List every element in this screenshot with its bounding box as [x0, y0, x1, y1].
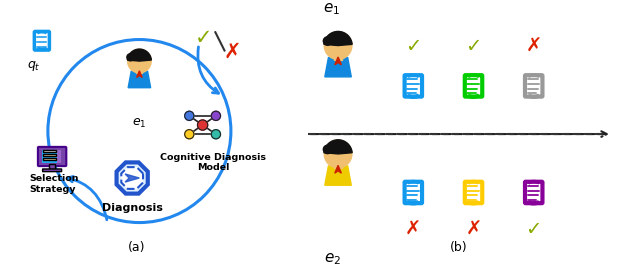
- FancyBboxPatch shape: [335, 54, 342, 60]
- Circle shape: [324, 32, 352, 60]
- FancyBboxPatch shape: [404, 182, 422, 203]
- FancyBboxPatch shape: [44, 150, 56, 152]
- Polygon shape: [335, 165, 341, 173]
- Circle shape: [185, 130, 194, 139]
- Circle shape: [323, 37, 332, 45]
- Circle shape: [127, 49, 151, 73]
- Circle shape: [198, 120, 208, 130]
- Polygon shape: [325, 166, 351, 185]
- FancyBboxPatch shape: [35, 32, 49, 50]
- Text: ✗: ✗: [405, 220, 422, 239]
- Text: $e_2$: $e_2$: [323, 251, 340, 266]
- Text: Diagnosis: Diagnosis: [102, 203, 163, 213]
- Text: $q_t$: $q_t$: [28, 59, 41, 73]
- Circle shape: [324, 140, 352, 168]
- Text: (a): (a): [127, 241, 145, 254]
- FancyBboxPatch shape: [525, 182, 543, 203]
- Polygon shape: [116, 162, 148, 194]
- FancyBboxPatch shape: [136, 68, 143, 73]
- Polygon shape: [122, 167, 143, 189]
- FancyBboxPatch shape: [404, 75, 422, 97]
- Text: ✓: ✓: [195, 28, 212, 48]
- FancyBboxPatch shape: [49, 164, 55, 170]
- Polygon shape: [335, 57, 341, 65]
- Text: $e_1$: $e_1$: [132, 117, 147, 130]
- Circle shape: [127, 54, 134, 61]
- Polygon shape: [136, 71, 142, 77]
- Circle shape: [323, 145, 332, 154]
- Text: Cognitive Diagnosis
Model: Cognitive Diagnosis Model: [160, 153, 266, 172]
- Circle shape: [211, 130, 221, 139]
- FancyBboxPatch shape: [42, 150, 57, 163]
- Text: ✗: ✗: [224, 41, 241, 61]
- Circle shape: [211, 111, 221, 120]
- Text: ✗: ✗: [465, 220, 482, 239]
- Polygon shape: [125, 174, 140, 182]
- FancyBboxPatch shape: [335, 162, 342, 168]
- FancyBboxPatch shape: [38, 147, 67, 166]
- Text: (b): (b): [450, 241, 467, 254]
- FancyBboxPatch shape: [43, 169, 61, 172]
- Circle shape: [185, 111, 194, 120]
- Polygon shape: [325, 58, 351, 77]
- Text: ✓: ✓: [405, 37, 422, 56]
- Text: ✓: ✓: [465, 37, 482, 56]
- FancyBboxPatch shape: [465, 75, 483, 97]
- FancyBboxPatch shape: [44, 154, 56, 156]
- Wedge shape: [324, 140, 352, 154]
- Wedge shape: [127, 49, 152, 61]
- FancyBboxPatch shape: [525, 75, 543, 97]
- Text: Selection
Strategy: Selection Strategy: [30, 174, 79, 194]
- Text: ✓: ✓: [525, 220, 542, 239]
- FancyBboxPatch shape: [465, 182, 483, 203]
- Polygon shape: [128, 71, 150, 88]
- Text: $e_1$: $e_1$: [323, 2, 340, 17]
- FancyBboxPatch shape: [44, 158, 56, 160]
- Text: ✗: ✗: [525, 37, 542, 56]
- Wedge shape: [324, 32, 352, 46]
- FancyBboxPatch shape: [57, 150, 61, 163]
